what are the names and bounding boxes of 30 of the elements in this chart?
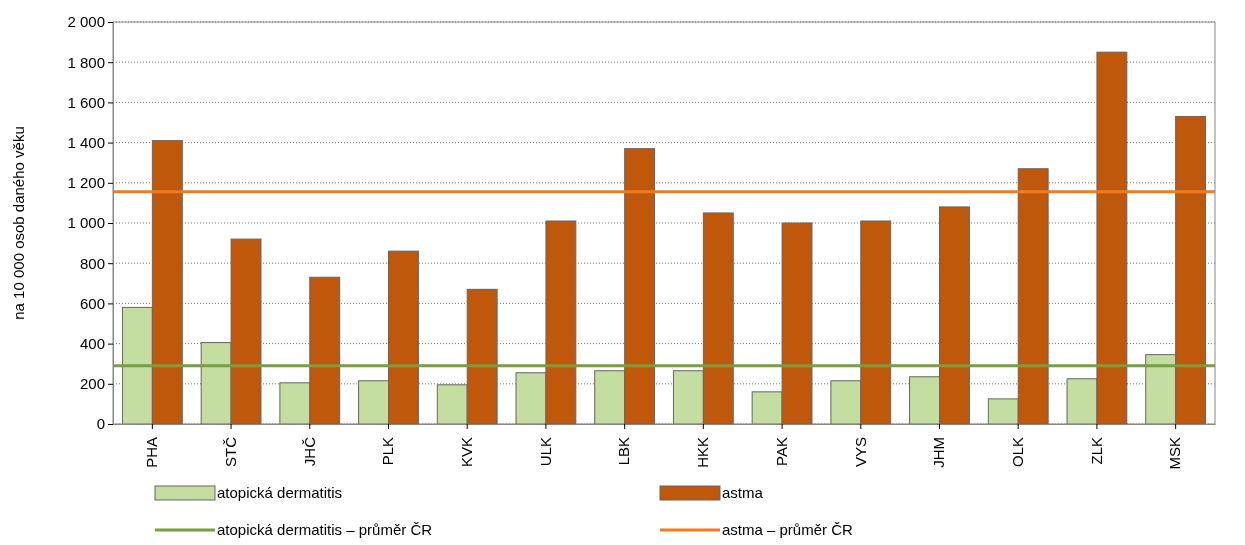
x-tick-label: JHČ	[300, 436, 318, 467]
x-tick-label: LBK	[615, 437, 633, 466]
y-tick-label: 1 600	[67, 93, 105, 111]
x-tick-label: VYS	[851, 437, 869, 468]
x-tick-label: PHA	[143, 437, 161, 468]
legend-label: atopická dermatitis – průměr ČR	[217, 521, 433, 538]
x-tick-label: HKK	[694, 437, 712, 468]
x-tick-label: STČ	[221, 436, 239, 467]
x-tick-label: PAK	[772, 437, 790, 466]
y-tick-label: 600	[79, 294, 105, 312]
legend-label: atopická dermatitis	[217, 484, 343, 501]
y-tick-label: 800	[79, 254, 105, 272]
x-tick-label: KVK	[458, 437, 476, 468]
y-axis-title: na 10 000 osob daného věku	[10, 126, 27, 320]
y-tick-label: 1 400	[67, 133, 105, 151]
y-tick-label: 0	[96, 415, 105, 433]
x-tick-label: JHM	[930, 437, 948, 468]
y-tick-label: 1 200	[67, 174, 105, 192]
y-tick-label: 1 000	[67, 214, 105, 232]
y-tick-label: 1 800	[67, 53, 105, 71]
x-tick-label: MSK	[1166, 437, 1184, 470]
x-tick-label: PLK	[379, 437, 397, 466]
y-tick-label: 200	[79, 375, 105, 393]
x-tick-label: OLK	[1009, 437, 1027, 468]
legend-label: astma	[722, 484, 764, 501]
y-tick-label: 400	[79, 334, 105, 352]
legend-label: astma – průměr ČR	[722, 521, 854, 538]
x-tick-label: ZLK	[1087, 437, 1105, 465]
x-tick-label: ULK	[536, 437, 554, 467]
y-tick-label: 2 000	[67, 13, 105, 31]
